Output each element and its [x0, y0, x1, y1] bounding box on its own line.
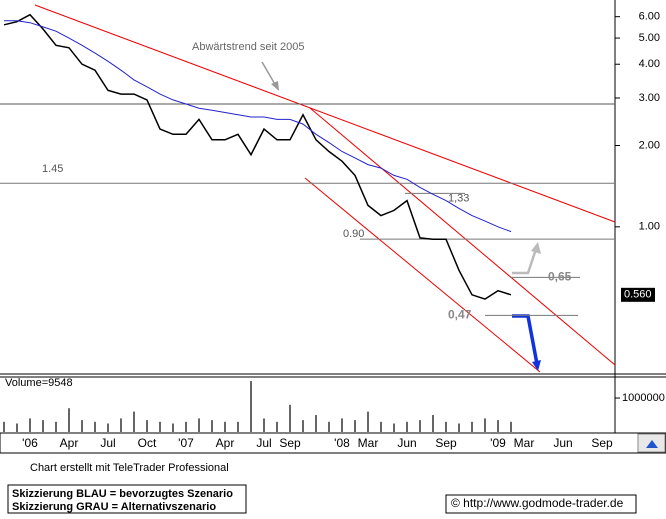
legend-text: Skizzierung BLAU = bevorzugtes Szenario: [12, 488, 233, 500]
volume-label: Volume=9548: [5, 377, 73, 389]
y-tick-label: 3.00: [639, 92, 660, 104]
x-tick-label: Mar: [514, 436, 535, 450]
x-tick-label: '06: [22, 436, 38, 450]
y-tick-label: 5.00: [639, 32, 660, 44]
volume-bar: [133, 411, 135, 432]
volume-bar: [68, 408, 70, 432]
y-tick-label: 1000000: [622, 392, 665, 404]
x-tick-label: '09: [490, 436, 506, 450]
x-tick-label: Jun: [397, 436, 416, 450]
volume-bar: [55, 421, 57, 432]
volume-bar: [107, 423, 109, 432]
volume-bar: [328, 421, 330, 432]
volume-bar: [432, 415, 434, 432]
volume-bar: [380, 421, 382, 432]
x-tick-label: '07: [178, 436, 194, 450]
volume-bar: [81, 420, 83, 432]
x-tick-label: Apr: [216, 436, 235, 450]
level-label: 1,33: [448, 192, 469, 204]
volume-bar: [419, 420, 421, 432]
x-tick-label: Sep: [591, 436, 613, 450]
y-tick-label: 4.00: [639, 58, 660, 70]
x-tick-label: Sep: [279, 436, 301, 450]
volume-bar: [393, 423, 395, 432]
volume-bar: [224, 421, 226, 432]
y-tick-label: 1.00: [639, 221, 660, 233]
volume-bar: [367, 411, 369, 432]
level-label: 0,65: [548, 270, 572, 284]
credit: Chart erstellt mit TeleTrader Profession…: [30, 462, 229, 474]
volume-bar: [354, 420, 356, 432]
url-box: [445, 494, 637, 514]
grey-arrowhead: [531, 242, 541, 254]
volume-bar: [471, 421, 473, 432]
blue-scenario: [512, 314, 539, 365]
legend-box: [7, 484, 247, 514]
volume-bar: [185, 421, 187, 432]
level-label: 0,47: [448, 308, 472, 322]
volume-bar: [484, 418, 486, 432]
volume-bar: [276, 421, 278, 432]
volume-bar: [42, 420, 44, 432]
x-tick-label: Apr: [60, 436, 79, 450]
volume-bar: [497, 420, 499, 432]
volume-bar: [198, 418, 200, 432]
y-tick-label: 6.00: [639, 11, 660, 23]
volume-bar: [315, 415, 317, 432]
legend-text: Skizzierung GRAU = Alternativszenario: [12, 501, 216, 513]
annotation: Abwärtstrend seit 2005: [192, 41, 305, 53]
trend-line: [34, 4, 616, 223]
level-label: 1.45: [42, 163, 63, 175]
grey-scenario: [512, 248, 538, 275]
volume-bar: [406, 421, 408, 432]
scroll-icon: [646, 440, 658, 448]
volume-bar: [263, 418, 265, 432]
volume-bar: [120, 418, 122, 432]
volume-bar: [237, 421, 239, 432]
chart-bg: [0, 0, 666, 455]
x-axis-bar: [0, 432, 666, 454]
volume-bar: [341, 418, 343, 432]
volume-bar: [94, 421, 96, 432]
volume-bar: [445, 421, 447, 432]
last-value-box: [621, 287, 655, 302]
x-tick-label: Mar: [358, 436, 379, 450]
url: © http://www.godmode-trader.de: [451, 496, 624, 510]
volume-bar: [302, 420, 304, 432]
volume-bar: [146, 420, 148, 432]
x-tick-label: Oct: [138, 436, 157, 450]
level-label: 0.90: [343, 228, 364, 240]
volume-bar: [29, 418, 31, 432]
volume-bar: [16, 423, 18, 432]
moving-average: [4, 20, 512, 233]
volume-bar: [289, 404, 291, 432]
x-tick-label: Sep: [435, 436, 457, 450]
last-value: 0.560: [624, 289, 652, 301]
x-tick-label: Jul: [256, 436, 271, 450]
volume-bar: [510, 421, 512, 432]
volume-bar: [159, 421, 161, 432]
annotation-arrow: [261, 61, 277, 87]
trend-line: [304, 177, 541, 373]
x-tick-label: Jun: [553, 436, 572, 450]
y-tick-label: 2.00: [639, 139, 660, 151]
blue-arrowhead: [532, 360, 541, 371]
volume-bar: [211, 420, 213, 432]
annotation-arrowhead: [271, 81, 279, 91]
volume-bar: [458, 423, 460, 432]
x-tick-label: '08: [334, 436, 350, 450]
trend-line: [309, 107, 616, 366]
x-tick-label: Jul: [100, 436, 115, 450]
volume-bar: [3, 421, 5, 432]
volume-bar: [250, 381, 252, 432]
price-line: [3, 13, 512, 300]
volume-bar: [172, 423, 174, 432]
